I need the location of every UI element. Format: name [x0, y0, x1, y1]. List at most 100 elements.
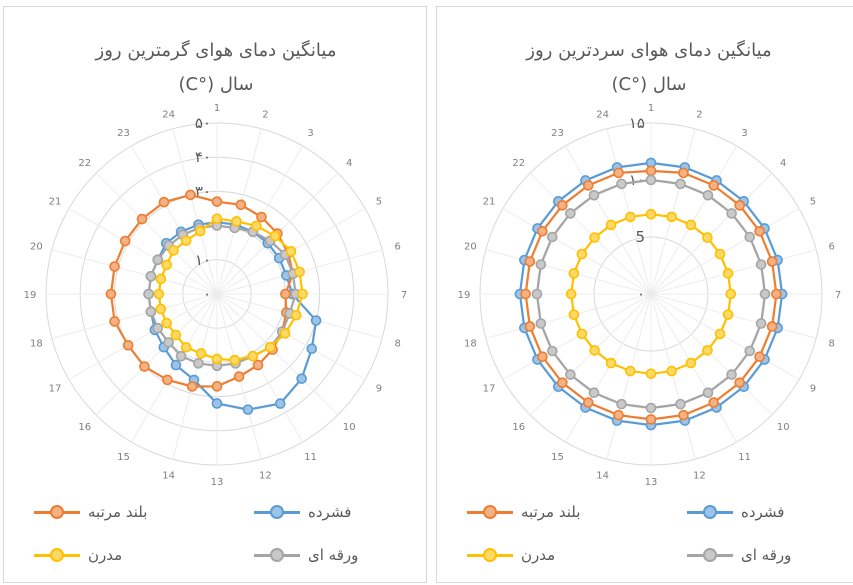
data-point-slab: [755, 318, 767, 329]
grid-spoke: [650, 293, 817, 339]
data-point-highrise: [678, 167, 689, 179]
category-label: 6: [394, 242, 400, 253]
category-label: 6: [828, 242, 834, 253]
legend-marker-slab: [254, 545, 300, 565]
data-point-modern: [264, 341, 276, 353]
data-point-highrise: [537, 226, 548, 237]
data-point-modern: [251, 220, 262, 232]
grid-spoke: [216, 293, 366, 380]
legend-label: فشرده: [741, 503, 785, 521]
category-label: 15: [551, 452, 564, 463]
grid-spoke: [131, 145, 218, 295]
data-point-highrise: [524, 321, 536, 332]
category-label: 12: [693, 471, 706, 482]
data-point-highrise: [557, 377, 568, 388]
data-point-slab: [143, 288, 154, 300]
legend-item-slab: ورقه ای: [254, 545, 358, 565]
data-point-slab: [175, 350, 187, 362]
data-point-modern: [297, 288, 308, 300]
grid-spoke: [606, 293, 652, 460]
data-point-highrise: [583, 397, 594, 408]
category-label: 19: [458, 290, 471, 301]
data-point-compact: [296, 373, 307, 384]
data-point-slab: [588, 387, 600, 399]
grid-spoke: [565, 293, 652, 443]
data-point-highrise: [158, 196, 170, 208]
grid-spoke: [502, 208, 652, 295]
chart-title: میانگین دمای هوای سردترین روز: [526, 40, 772, 61]
data-point-modern: [589, 232, 600, 243]
category-label: 8: [828, 338, 834, 349]
data-point-highrise: [771, 288, 782, 300]
chart-title-unit: سال (°C): [611, 74, 687, 95]
category-label: 11: [304, 452, 317, 463]
radar-chart-hottest: 123456789101112131415161718192021222324۰…: [24, 103, 408, 488]
data-point-modern: [247, 350, 259, 362]
data-point-modern: [685, 219, 697, 231]
data-point-highrise: [645, 414, 657, 425]
radial-tick-label: ۱۵: [629, 114, 645, 132]
legend-item-compact: فشرده: [254, 502, 351, 522]
grid-spoke: [216, 128, 262, 295]
chart-title-unit: سال (°C): [178, 74, 254, 95]
data-point-modern: [194, 225, 206, 237]
grid-spoke: [650, 128, 696, 295]
data-point-slab: [163, 337, 174, 348]
data-point-slab: [755, 259, 767, 270]
legend-item-modern: مدرن: [467, 545, 555, 565]
data-point-highrise: [708, 397, 720, 408]
category-label: 19: [24, 290, 37, 301]
data-point-slab: [616, 178, 627, 190]
data-point-slab: [535, 259, 547, 270]
data-point-slab: [759, 288, 771, 300]
grid-spoke: [502, 293, 652, 380]
data-point-slab: [702, 387, 714, 399]
category-label: 23: [117, 128, 130, 139]
grid-spoke: [216, 293, 339, 416]
legend-label: مدرن: [521, 546, 556, 564]
category-label: 11: [738, 452, 751, 463]
category-label: 16: [512, 422, 525, 433]
data-point-slab: [145, 306, 157, 318]
data-point-modern: [161, 259, 172, 271]
data-point-slab: [675, 178, 686, 190]
data-point-highrise: [235, 199, 247, 211]
data-point-modern: [231, 216, 242, 227]
grid-spoke: [565, 145, 652, 295]
data-point-modern: [625, 365, 636, 377]
data-point-slab: [702, 189, 714, 201]
grid-spoke: [68, 208, 218, 295]
grid-spoke: [172, 128, 218, 295]
data-point-modern: [605, 357, 617, 369]
legend-marker-modern: [467, 545, 513, 565]
grid-spoke: [650, 293, 773, 416]
data-point-slab: [531, 288, 543, 300]
category-label: 24: [596, 109, 609, 120]
data-point-slab: [744, 345, 756, 357]
data-point-highrise: [122, 339, 134, 351]
category-label: 14: [162, 471, 175, 482]
grid-spoke: [650, 145, 737, 295]
legend-item-compact: فشرده: [687, 502, 784, 522]
legend-item-highrise: بلند مرتبه: [467, 502, 580, 522]
data-point-modern: [576, 328, 588, 340]
grid-spoke: [51, 249, 218, 295]
data-point-highrise: [252, 359, 264, 371]
category-label: 21: [49, 197, 62, 208]
category-label: 15: [117, 452, 130, 463]
data-point-slab: [535, 318, 547, 329]
data-point-modern: [666, 365, 677, 377]
data-point-highrise: [119, 235, 131, 247]
data-point-compact: [306, 343, 318, 355]
data-point-highrise: [557, 200, 568, 211]
data-point-highrise: [136, 213, 148, 225]
category-label: 2: [262, 109, 268, 120]
data-point-compact: [211, 398, 223, 409]
category-label: 3: [307, 128, 313, 139]
legend-marker-modern: [34, 545, 80, 565]
data-point-slab: [726, 369, 737, 380]
category-label: 16: [78, 422, 91, 433]
data-point-slab: [645, 402, 657, 414]
data-point-compact: [274, 398, 286, 409]
data-point-compact: [310, 315, 322, 326]
